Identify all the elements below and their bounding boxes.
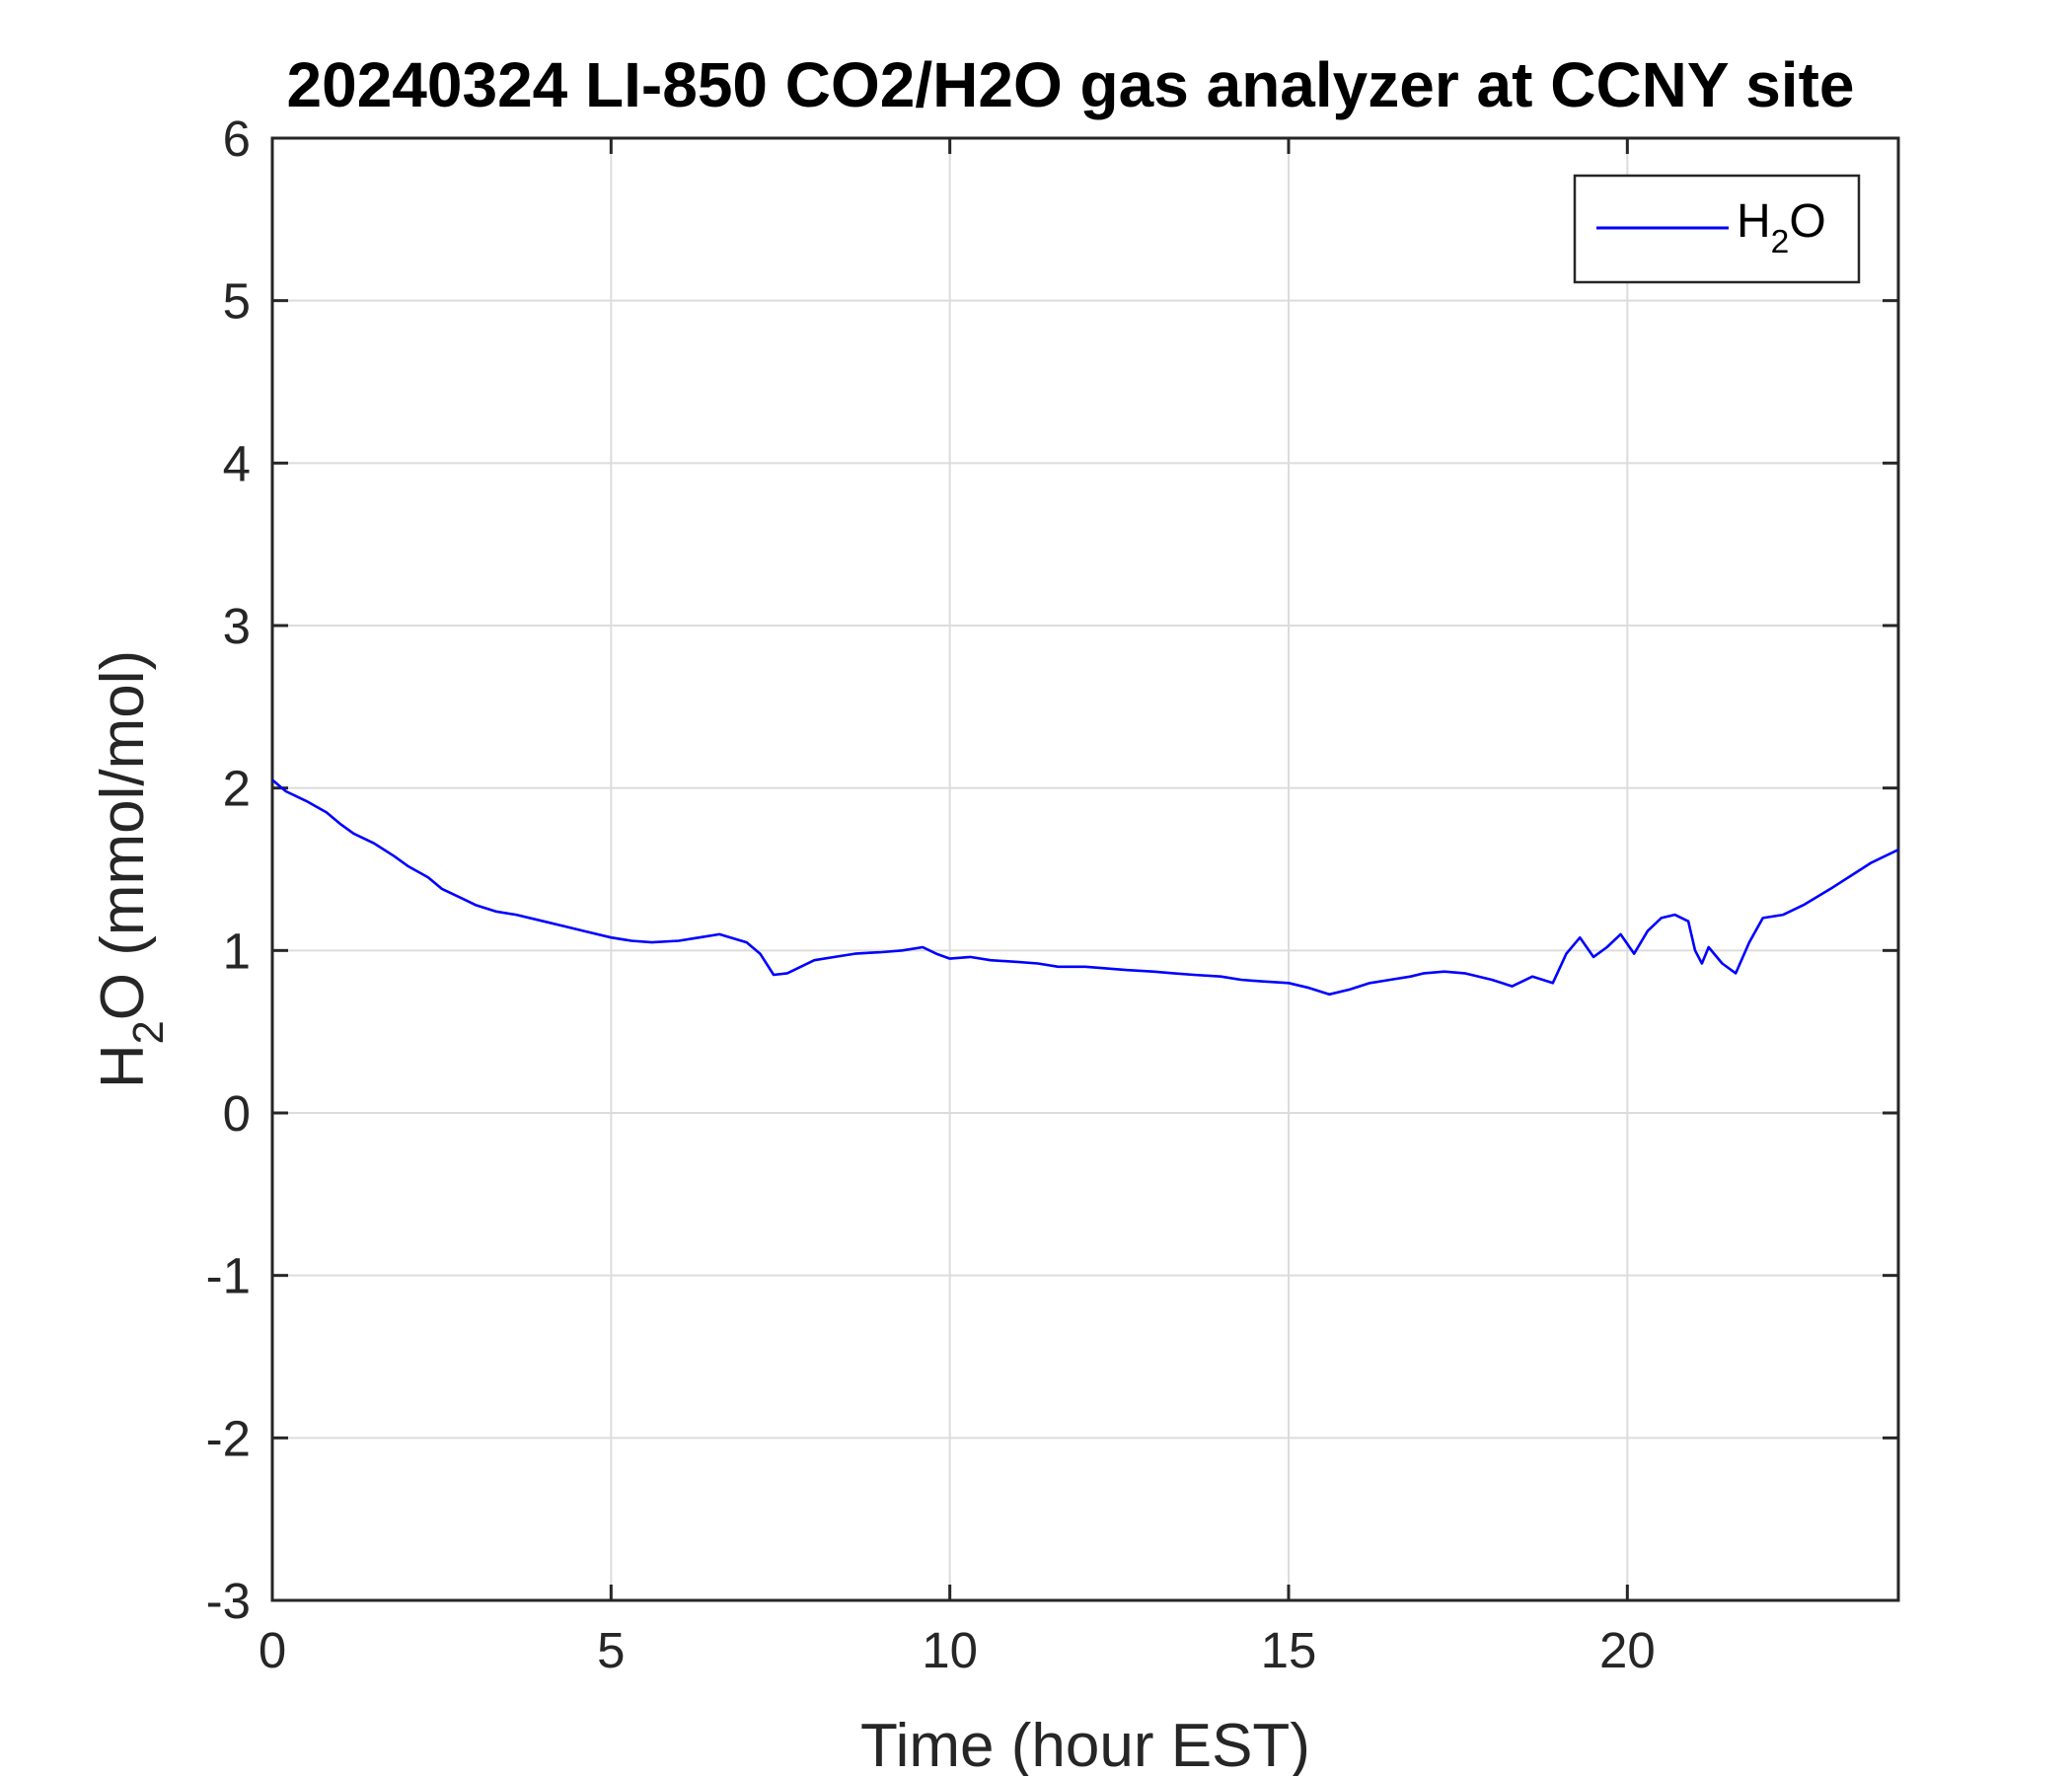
y-axis-label-subscript: 2 bbox=[125, 1020, 173, 1044]
chart-title: 20240324 LI-850 CO2/H2O gas analyzer at … bbox=[287, 49, 1855, 120]
y-tick-label: 6 bbox=[223, 111, 251, 167]
y-tick-label: 1 bbox=[223, 923, 251, 979]
y-axis-label-rest: O (mmol/mol) bbox=[89, 650, 157, 1020]
legend-entry-main: H bbox=[1737, 195, 1771, 248]
x-axis-label: Time (hour EST) bbox=[860, 1712, 1310, 1776]
y-axis-label: H2O (mmol/mol) bbox=[89, 650, 173, 1088]
grid bbox=[272, 138, 1898, 1600]
x-tick-label: 20 bbox=[1599, 1622, 1656, 1678]
axis-ticks: 0 5 10 15 20 -3 -2 -1 0 1 2 3 4 5 6 bbox=[206, 111, 1898, 1678]
legend: H2O bbox=[1573, 174, 1861, 284]
x-tick-label: 15 bbox=[1261, 1622, 1317, 1678]
y-tick-label: -1 bbox=[206, 1248, 251, 1304]
y-tick-label: 5 bbox=[223, 273, 251, 330]
legend-entry-subscript: 2 bbox=[1771, 224, 1790, 260]
y-tick-label: 3 bbox=[223, 598, 251, 654]
plot-area-frame bbox=[270, 136, 1900, 1602]
y-tick-label: -2 bbox=[206, 1410, 251, 1466]
x-tick-label: 0 bbox=[259, 1622, 286, 1678]
y-axis-label-main: H bbox=[89, 1044, 157, 1088]
x-tick-label: 5 bbox=[597, 1622, 625, 1678]
y-tick-label: 0 bbox=[223, 1085, 251, 1142]
y-tick-label: 4 bbox=[223, 435, 251, 491]
legend-entry-h2o: H2O bbox=[1737, 195, 1826, 260]
series-line-h2o bbox=[271, 778, 1899, 997]
legend-entry-rest: O bbox=[1789, 195, 1825, 248]
y-tick-label: -3 bbox=[206, 1573, 251, 1629]
y-tick-label: 2 bbox=[223, 761, 251, 817]
x-tick-label: 10 bbox=[922, 1622, 978, 1678]
